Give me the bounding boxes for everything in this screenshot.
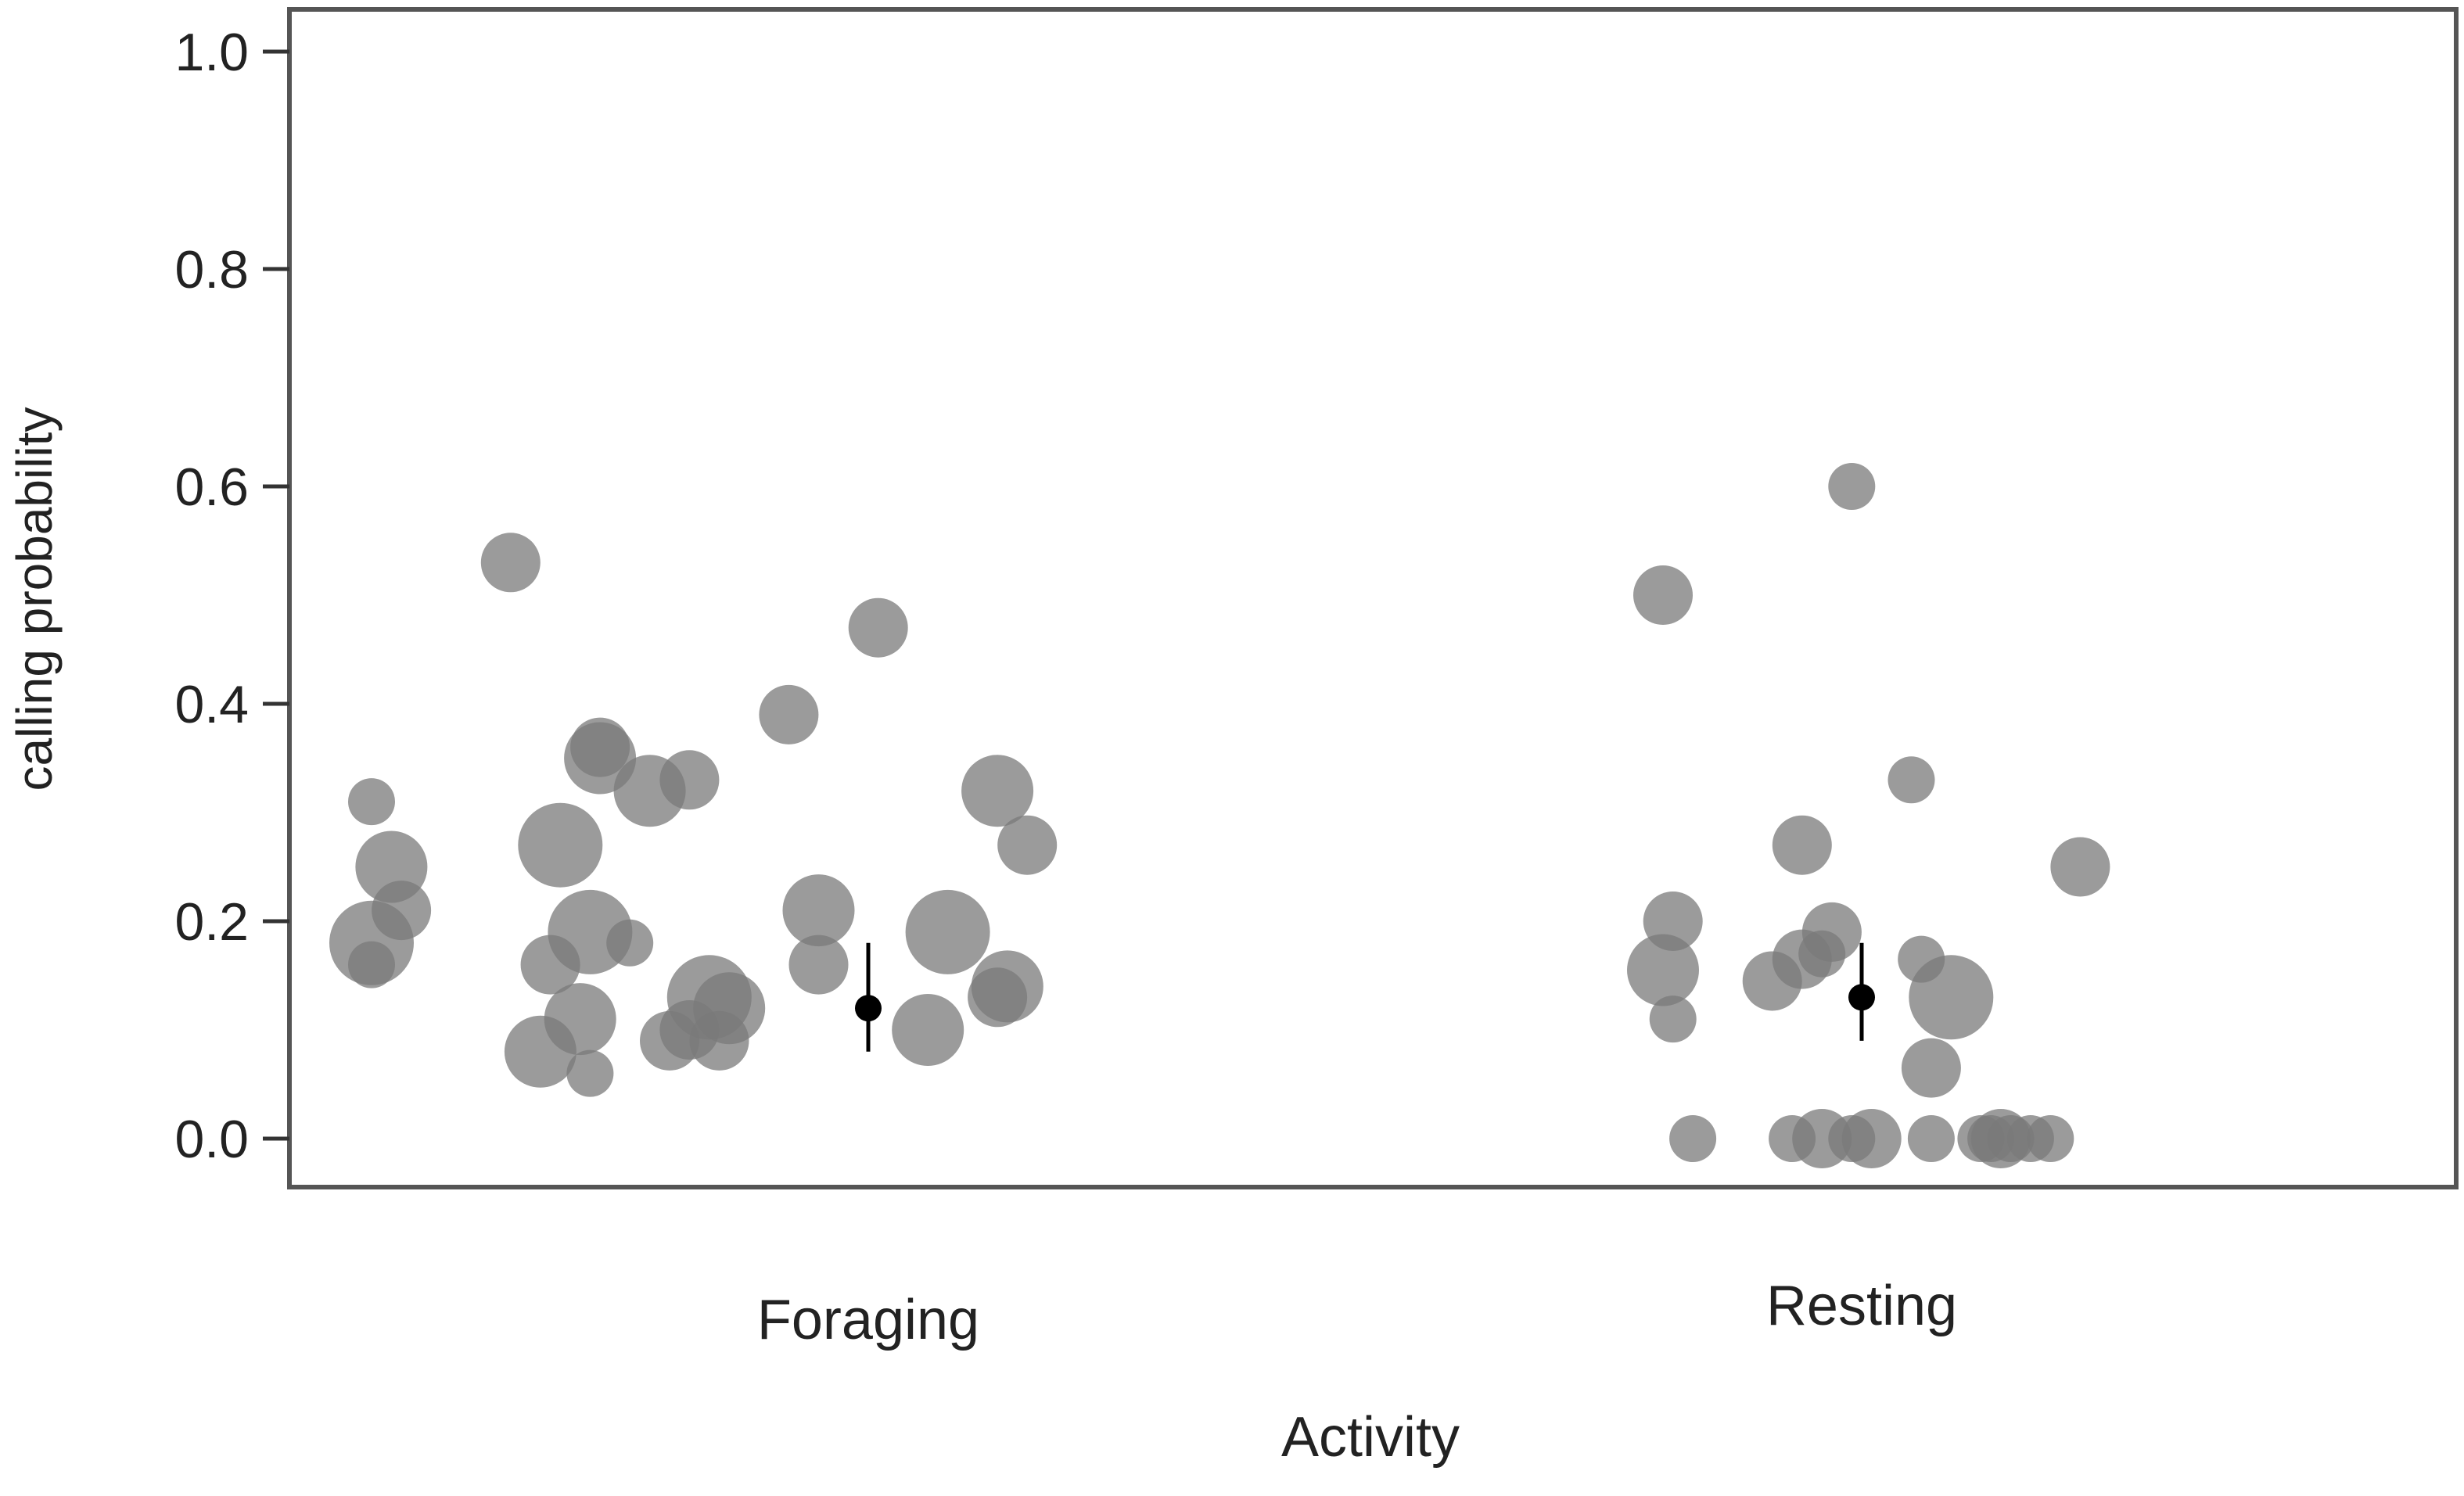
data-point <box>689 1010 749 1071</box>
data-point <box>520 935 580 995</box>
data-point <box>905 889 990 974</box>
y-tick-label: 0.0 <box>174 1110 249 1169</box>
data-point <box>1801 902 1862 962</box>
data-point <box>782 874 855 947</box>
data-point <box>1841 1109 1902 1168</box>
data-point <box>1901 1038 1961 1098</box>
plot-frame <box>287 7 2459 1189</box>
data-point <box>2027 1115 2074 1162</box>
data-point <box>1828 463 1876 510</box>
y-tick-label: 0.2 <box>174 892 249 952</box>
data-point <box>1909 955 1994 1040</box>
estimates <box>855 942 1875 1052</box>
data-point <box>659 750 720 810</box>
data-point <box>1907 1115 1955 1162</box>
data-point <box>1627 934 1699 1006</box>
data-point <box>480 533 541 593</box>
data-point <box>968 967 1028 1028</box>
data-point <box>348 941 395 988</box>
data-point <box>788 935 849 995</box>
data-point <box>504 1015 576 1088</box>
estimate-point <box>1848 984 1875 1011</box>
category-label: Foraging <box>757 1289 979 1351</box>
y-tick-label: 0.6 <box>174 457 249 517</box>
data-point <box>1649 996 1697 1043</box>
data-point <box>1669 1115 1717 1162</box>
data-point <box>2050 837 2110 897</box>
data-point <box>1888 756 1935 804</box>
plot-area <box>287 7 2459 1189</box>
data-point <box>566 1049 614 1097</box>
data-point <box>518 802 603 888</box>
data-point <box>961 755 1034 827</box>
data-point <box>1633 565 1693 625</box>
data-point <box>848 597 908 658</box>
y-axis-title: calling probability <box>6 407 63 791</box>
data-point <box>1772 815 1832 875</box>
y-tick-label: 1.0 <box>174 23 249 82</box>
x-axis-title: Activity <box>1281 1406 1460 1469</box>
y-tick-label: 0.4 <box>174 675 249 734</box>
y-tick-label: 0.8 <box>174 240 249 300</box>
data-point <box>606 919 654 967</box>
data-points <box>329 463 2110 1168</box>
category-label: Resting <box>1766 1275 1957 1337</box>
data-point <box>997 815 1058 875</box>
data-point <box>759 684 819 744</box>
data-point <box>348 778 395 826</box>
y-axis: 0.0 0.2 0.4 0.6 0.8 1.0 <box>174 23 289 1169</box>
estimate-point <box>855 995 882 1022</box>
x-axis: Foraging Resting <box>757 1275 1957 1351</box>
data-point <box>892 994 964 1066</box>
